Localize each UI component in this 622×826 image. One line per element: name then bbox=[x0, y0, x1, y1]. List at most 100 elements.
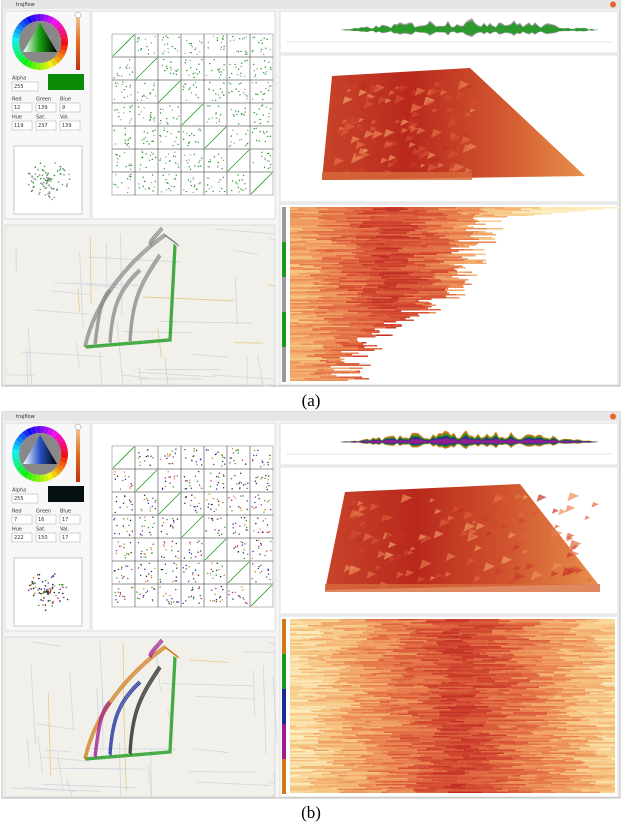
heatmap-cell bbox=[327, 284, 340, 286]
heatmap-cell bbox=[307, 777, 325, 779]
heatmap-cell bbox=[576, 645, 597, 647]
heatmap-cell bbox=[471, 636, 505, 638]
matrix-dot bbox=[186, 70, 187, 71]
matrix-dot bbox=[221, 188, 222, 189]
matrix-dot bbox=[232, 180, 233, 181]
matrix-dot bbox=[214, 529, 215, 530]
matrix-dot bbox=[208, 503, 209, 504]
heatmap-cell bbox=[424, 302, 430, 304]
projection-dot bbox=[48, 193, 50, 195]
heatmap-cell bbox=[360, 687, 392, 689]
matrix-dot bbox=[212, 191, 213, 192]
heatmap-cell bbox=[378, 266, 406, 268]
heatmap-cell bbox=[306, 291, 330, 293]
heatmap-cell bbox=[354, 724, 370, 726]
heatmap-cell bbox=[322, 258, 342, 260]
heatmap-cell bbox=[531, 210, 567, 212]
map bbox=[5, 637, 275, 797]
matrix-dot bbox=[257, 517, 258, 518]
heatmap-cell bbox=[444, 778, 471, 780]
heatmap-cell bbox=[455, 254, 474, 256]
matrix-dot bbox=[191, 596, 192, 597]
heatmap-cell bbox=[290, 708, 299, 710]
matrix-dot bbox=[215, 454, 216, 455]
heatmap-cell bbox=[418, 732, 436, 734]
heatmap-cell bbox=[483, 768, 492, 770]
heatmap-cell bbox=[449, 267, 459, 269]
matrix-dot bbox=[223, 46, 224, 47]
heatmap-cell bbox=[454, 240, 458, 242]
matrix-dot bbox=[163, 130, 164, 131]
heatmap-cell bbox=[395, 245, 429, 247]
matrix-dot bbox=[186, 160, 187, 161]
matrix-dot bbox=[199, 71, 200, 72]
heatmap-cell bbox=[535, 703, 568, 705]
heatmap-cell bbox=[399, 639, 407, 641]
matrix-dot bbox=[168, 463, 169, 464]
matrix-dot bbox=[113, 184, 114, 185]
heatmap-cell bbox=[473, 209, 481, 211]
matrix-dot bbox=[245, 111, 246, 112]
heatmap-cell bbox=[439, 687, 473, 689]
matrix-dot bbox=[124, 496, 125, 497]
heatmap-cell bbox=[336, 239, 369, 241]
matrix-dot bbox=[260, 529, 261, 530]
heatmap-cell bbox=[602, 627, 615, 629]
heatmap-cell bbox=[392, 258, 407, 260]
matrix-dot bbox=[197, 551, 198, 552]
heatmap-cell bbox=[340, 708, 373, 710]
heatmap-cell bbox=[321, 709, 331, 711]
heatmap-cell bbox=[601, 670, 615, 672]
heatmap-cell bbox=[454, 634, 462, 636]
matrix-dot bbox=[123, 518, 124, 519]
heatmap-cell bbox=[461, 669, 482, 671]
matrix-dot bbox=[195, 476, 196, 477]
matrix-dot bbox=[233, 452, 234, 453]
projection-dot bbox=[34, 593, 36, 595]
heatmap-cell bbox=[397, 688, 430, 690]
heatmap-cell bbox=[328, 272, 341, 274]
heatmap-cell bbox=[585, 621, 599, 623]
matrix-dot bbox=[252, 37, 253, 38]
heatmap-cell bbox=[370, 296, 379, 298]
heatmap-cell bbox=[340, 377, 359, 379]
heatmap-cell bbox=[501, 768, 536, 770]
heatmap-cell bbox=[316, 745, 342, 747]
heatmap-cell bbox=[429, 245, 457, 247]
heatmap-cell bbox=[523, 718, 544, 720]
heatmap-cell bbox=[306, 297, 319, 299]
heatmap-cell bbox=[347, 318, 354, 320]
heatmap-cell bbox=[339, 690, 367, 692]
projection-dot bbox=[38, 578, 40, 580]
heatmap-cell bbox=[537, 777, 553, 779]
heatmap-cell bbox=[408, 209, 438, 211]
matrix-dot bbox=[160, 158, 161, 159]
heatmap-cell bbox=[388, 754, 410, 756]
matrix-dot bbox=[147, 141, 148, 142]
heatmap-cell bbox=[491, 691, 504, 693]
heatmap-cell bbox=[447, 297, 459, 299]
heatmap-cell bbox=[323, 285, 339, 287]
heatmap-cell bbox=[511, 702, 519, 704]
heatmap-cell bbox=[541, 759, 563, 761]
heatmap-cell bbox=[404, 669, 414, 671]
heatmap-cell bbox=[474, 658, 490, 660]
heatmap-cell bbox=[547, 622, 568, 624]
matrix-dot bbox=[114, 512, 115, 513]
matrix-dot bbox=[184, 53, 185, 54]
heatmap-cell bbox=[420, 291, 445, 293]
heatmap-cell bbox=[377, 675, 402, 677]
heatmap-cell bbox=[518, 729, 524, 731]
heatmap-cell bbox=[312, 627, 344, 629]
matrix-dot bbox=[240, 597, 241, 598]
rgb-value: 12 bbox=[14, 105, 20, 111]
projection-dot bbox=[43, 182, 45, 184]
heatmap-cell bbox=[418, 216, 446, 218]
heatmap-cell bbox=[299, 264, 332, 266]
matrix-dot bbox=[124, 543, 125, 544]
heatmap-cell bbox=[446, 717, 468, 719]
heatmap-cell bbox=[387, 212, 412, 214]
projection-dot bbox=[42, 183, 44, 185]
matrix-dot bbox=[143, 143, 144, 144]
heatmap-cell bbox=[330, 631, 363, 633]
